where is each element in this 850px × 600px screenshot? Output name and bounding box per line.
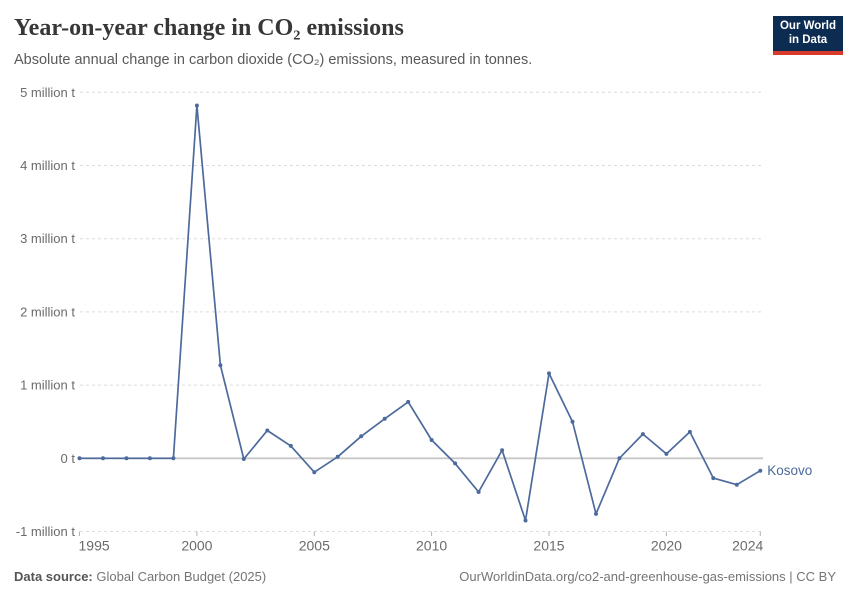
data-point[interactable] [594,511,598,516]
y-tick-label: -1 million t [16,524,76,539]
series-line-kosovo[interactable] [79,104,761,522]
data-point[interactable] [711,476,716,481]
x-tick-label: 2010 [416,538,447,554]
data-point[interactable] [664,451,669,456]
x-tick-label: 1995 [79,538,110,554]
x-tick-label: 2005 [299,538,330,554]
data-point[interactable] [147,456,152,461]
owid-logo-line2: in Data [788,33,828,46]
x-tick-label: 2000 [181,538,212,554]
y-tick-label: 2 million t [20,304,75,319]
series-label-kosovo[interactable]: Kosovo [767,463,812,478]
data-point[interactable] [429,438,434,442]
data-point[interactable] [335,454,340,459]
data-point[interactable] [523,518,528,523]
data-point[interactable] [101,456,105,461]
data-source-label: Data source: [14,569,93,584]
y-tick-label: 0 t [61,451,76,466]
data-point[interactable] [382,416,387,421]
data-point[interactable] [194,103,199,108]
chart-footer: Data source: Global Carbon Budget (2025)… [14,569,836,584]
data-point[interactable] [312,470,317,475]
data-point[interactable] [241,457,246,461]
data-point[interactable] [547,371,551,376]
y-tick-label: 1 million t [20,378,75,393]
data-point[interactable] [406,399,411,404]
data-source: Data source: Global Carbon Budget (2025) [14,569,266,584]
owid-logo-line1: Our World [779,20,836,32]
owid-logo[interactable]: Our World in Data [773,16,843,55]
data-point[interactable] [758,468,763,473]
data-point[interactable] [265,428,270,433]
data-point[interactable] [687,429,692,434]
y-tick-label: 3 million t [20,231,75,246]
data-point[interactable] [500,448,505,453]
data-source-value: Global Carbon Budget (2025) [96,569,267,584]
data-point[interactable] [476,490,481,494]
owid-logo-accent-bar [773,50,843,55]
data-point[interactable] [218,363,223,368]
x-tick-label: 2024 [732,538,763,554]
data-point[interactable] [288,443,293,448]
data-point[interactable] [171,456,176,461]
y-tick-label: 4 million t [20,158,75,173]
chart-subtitle: Absolute annual change in carbon dioxide… [14,52,533,68]
y-tick-label: 5 million t [20,85,75,100]
data-point[interactable] [734,482,739,487]
data-point[interactable] [359,434,364,439]
data-point[interactable] [640,432,645,437]
owid-logo-text: Our World in Data [773,16,843,51]
data-point[interactable] [617,456,622,461]
footer-link[interactable]: OurWorldinData.org/co2-and-greenhouse-ga… [459,569,836,584]
data-point[interactable] [124,456,129,461]
x-tick-label: 2020 [651,538,682,554]
data-point[interactable] [453,461,458,466]
data-point[interactable] [570,419,575,424]
chart-title: Year-on-year change in CO₂ emissions [14,15,404,41]
data-point[interactable] [77,456,82,461]
x-tick-label: 2015 [533,538,564,554]
